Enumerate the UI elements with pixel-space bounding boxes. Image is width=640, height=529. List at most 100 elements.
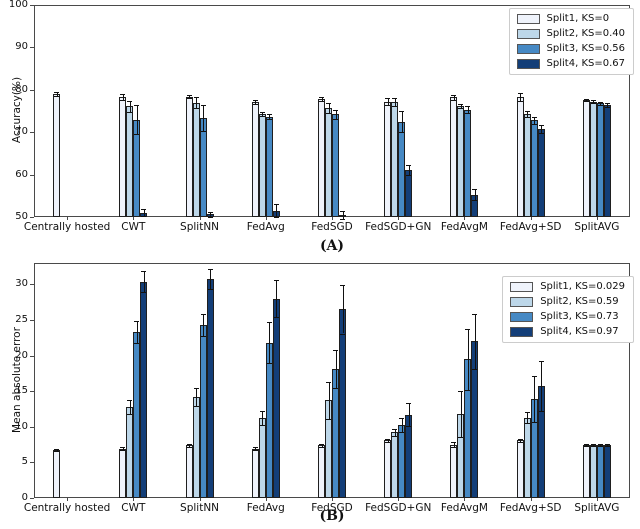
error-bar-cap [200, 130, 206, 132]
error-bar [276, 204, 278, 217]
x-category-label: FedAvg [246, 221, 285, 233]
bar [405, 414, 413, 498]
error-bar-cap [259, 425, 265, 427]
y-tick-label: 70 [15, 126, 28, 138]
bar [192, 102, 200, 217]
error-bar [196, 97, 198, 108]
x-category-label: FedAvgM [440, 502, 488, 514]
error-bar-cap [252, 450, 258, 452]
legend-label: Split1, KS=0 [546, 13, 610, 24]
error-bar-cap [273, 317, 279, 319]
error-bar [269, 113, 271, 120]
error-bar-cap [207, 217, 213, 218]
y-tick-mark [30, 462, 34, 464]
bar [405, 170, 413, 217]
legend-label: Split1, KS=0.029 [540, 281, 625, 292]
error-bar [607, 103, 609, 107]
x-category-label: Centrally hosted [23, 502, 111, 514]
bar [530, 120, 538, 217]
bar [53, 450, 61, 498]
error-bar-cap [583, 101, 589, 103]
x-category-label: FedAvg+SD [499, 502, 562, 514]
error-bar [321, 443, 323, 447]
error-bar-cap [385, 442, 391, 444]
x-category-label: FedAvgM [440, 221, 488, 233]
error-bar [328, 102, 330, 114]
bar [589, 444, 597, 498]
error-bar-cap [193, 97, 199, 99]
error-bar [401, 111, 403, 133]
legend-label: Split4, KS=0.97 [540, 326, 619, 337]
error-bar-cap [120, 450, 126, 452]
error-bar [460, 391, 462, 437]
x-category-label: CWT [121, 221, 146, 233]
legend-swatch [516, 29, 540, 39]
error-bar [143, 270, 145, 293]
axis-caption: (B) [319, 508, 345, 524]
legend-item: Split3, KS=0.56 [516, 43, 625, 55]
error-bar-cap [597, 101, 603, 103]
error-bar [541, 361, 543, 412]
y-tick-mark [30, 319, 34, 321]
y-tick-mark [30, 47, 34, 49]
error-bar-cap [399, 132, 405, 134]
x-category-label: FedAvg [246, 502, 285, 514]
error-bar-cap [141, 209, 147, 211]
bar [251, 448, 259, 498]
error-bar [210, 268, 212, 289]
y-tick-mark [30, 355, 34, 357]
bar [516, 440, 524, 498]
x-category-label: SplitNN [180, 221, 220, 233]
error-bar-cap [273, 204, 279, 206]
error-bar-cap [458, 103, 464, 105]
error-bar-cap [524, 411, 530, 413]
x-tick-mark [596, 217, 598, 220]
x-tick-mark [596, 498, 598, 501]
bar [450, 444, 458, 498]
error-bar-cap [451, 442, 457, 444]
legend-swatch [516, 44, 540, 54]
bar [265, 116, 273, 217]
legend-swatch [510, 297, 534, 307]
bar [384, 440, 392, 498]
error-bar [474, 189, 476, 201]
legend-item: Split4, KS=0.67 [516, 58, 625, 70]
bar [516, 97, 524, 217]
error-bar-cap [141, 270, 147, 272]
x-tick-mark [133, 498, 135, 501]
error-bar-cap [597, 105, 603, 107]
bar [596, 444, 604, 498]
x-tick-mark [530, 498, 532, 501]
error-bar-cap [597, 443, 603, 445]
error-bar [586, 98, 588, 102]
error-bar [401, 418, 403, 433]
error-bar-cap [259, 111, 265, 113]
bar [603, 444, 611, 498]
bar [126, 406, 134, 498]
bar [582, 99, 590, 217]
error-bar-cap [538, 361, 544, 363]
error-bar-cap [120, 99, 126, 101]
error-bar-cap [465, 113, 471, 115]
bar [523, 113, 531, 217]
bar [603, 105, 611, 217]
error-bar [262, 111, 264, 117]
legend-label: Split2, KS=0.40 [546, 28, 625, 39]
error-bar [593, 443, 595, 446]
error-bar [527, 110, 529, 118]
error-bar-cap [193, 387, 199, 389]
error-bar-cap [399, 432, 405, 434]
error-bar-cap [517, 442, 523, 444]
error-bar [136, 105, 138, 135]
error-bar [189, 443, 191, 447]
error-bar-cap [141, 216, 147, 218]
error-bar [210, 211, 212, 217]
error-bar [269, 322, 271, 364]
bar [140, 281, 148, 498]
y-tick-label: 30 [15, 278, 28, 290]
error-bar [189, 94, 191, 99]
error-bar [520, 92, 522, 102]
error-bar-cap [127, 399, 133, 401]
error-bar [527, 411, 529, 424]
error-bar-cap [472, 200, 478, 202]
